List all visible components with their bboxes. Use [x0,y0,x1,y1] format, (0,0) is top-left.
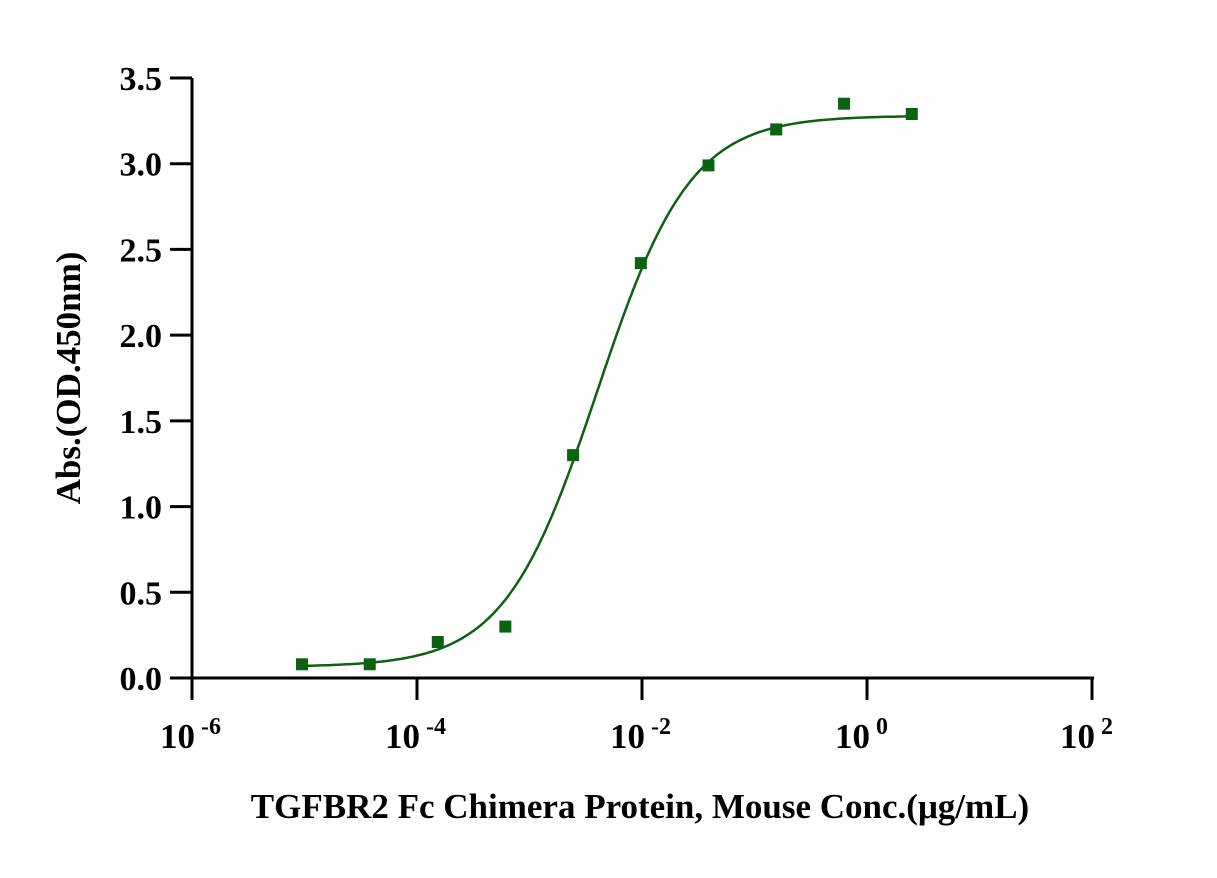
y-tick-label: 1.0 [120,490,163,527]
data-point [634,257,647,270]
data-point [905,108,918,120]
y-tick-label: 0.5 [120,575,163,612]
x-tick-label: 10 -6 [160,714,221,756]
data-point [363,658,376,671]
data-point [567,449,580,462]
data-point [295,658,308,671]
x-axis-label: TGFBR2 Fc Chimera Protein, Mouse Conc.(μ… [251,787,1029,826]
y-tick-label: 3.0 [120,147,163,184]
data-point [431,636,444,648]
y-tick-label: 3.5 [120,61,163,98]
y-tick-label: 0.0 [120,661,163,698]
x-tick-label: 10 -2 [610,714,671,756]
x-tick-label: 10 -4 [385,714,446,756]
y-axis-label: Abs.(OD.450nm) [49,252,88,505]
y-tick-label: 2.0 [120,318,163,355]
data-point [499,620,512,633]
data-point [838,97,851,110]
data-points [295,97,918,671]
data-point [702,159,715,172]
x-tick-label: 10 2 [1060,714,1113,756]
y-tick-label: 2.5 [120,232,163,269]
fit-curve [301,115,912,668]
x-tick-label: 10 0 [835,714,888,756]
axes: 0.0 0.5 1.0 1.5 2.0 2.5 3.0 3.5 10 -6 10 -4 10 -2 10 0 1… [120,61,1114,756]
data-point [770,123,783,136]
y-tick-label: 1.5 [120,404,163,441]
